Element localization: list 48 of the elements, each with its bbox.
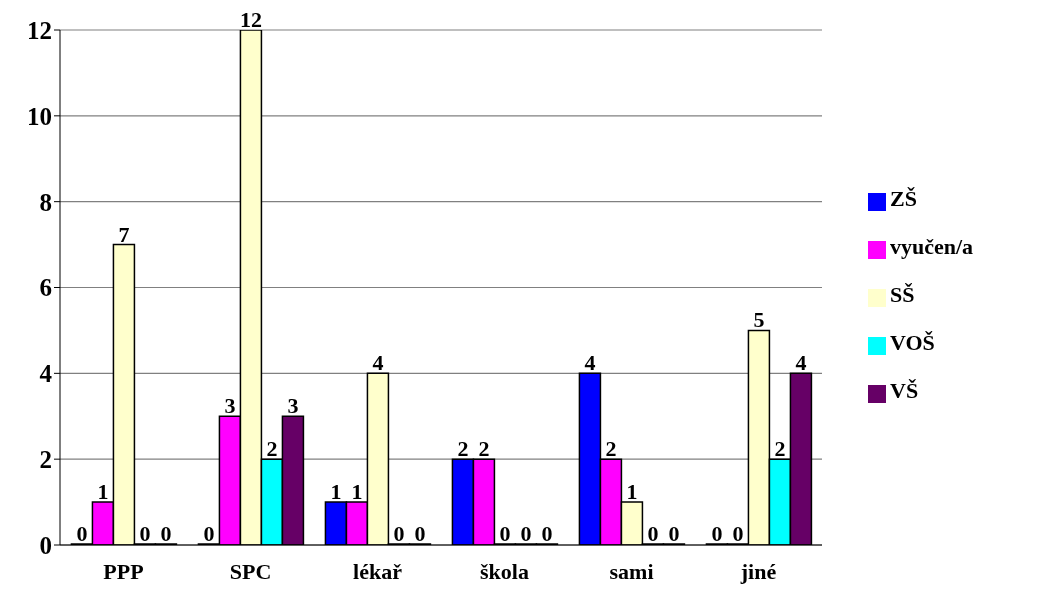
legend-label: ZŠ [890,186,917,211]
y-tick-label: 10 [27,102,52,130]
y-tick-label: 2 [39,446,52,474]
data-label: 3 [224,393,236,419]
data-label: 0 [541,521,553,546]
data-label: 0 [668,521,680,546]
data-label: 2 [605,436,617,462]
x-tick-label: sami [609,558,654,584]
data-label: 1 [351,479,363,505]
data-label: 1 [330,479,342,505]
data-label: 2 [774,436,786,462]
legend-label: vyučen/a [890,234,974,259]
data-label: 2 [478,436,490,462]
data-label: 0 [139,521,151,546]
data-label: 3 [287,393,299,419]
data-label: 0 [393,521,405,546]
data-label: 1 [626,479,638,505]
x-tick-label: jiné [739,558,777,584]
y-tick-label: 6 [39,274,52,302]
data-label: 5 [753,307,765,333]
data-label: 4 [795,350,807,376]
data-label: 7 [118,221,130,247]
data-label: 0 [647,521,659,546]
data-label: 0 [732,521,744,546]
data-label: 2 [457,436,469,462]
x-tick-label: škola [480,558,529,584]
legend-label: VOŠ [890,330,935,355]
data-label: 2 [266,436,278,462]
data-label: 4 [372,350,384,376]
data-label: 12 [239,7,262,32]
y-tick-label: 8 [39,188,52,216]
data-label: 4 [584,350,596,376]
legend-label: SŠ [890,282,915,307]
y-tick-label: 0 [39,531,52,559]
data-label: 0 [711,521,723,546]
x-tick-label: PPP [103,558,144,584]
data-label: 0 [520,521,532,546]
data-label: 0 [203,521,215,546]
data-label: 0 [499,521,511,546]
y-tick-label: 4 [39,360,53,388]
data-label: 0 [160,521,172,546]
data-label: 0 [76,521,88,546]
x-tick-label: SPC [229,558,272,584]
data-label: 1 [97,479,109,505]
legend-label: VŠ [890,378,919,403]
data-label: 0 [414,521,426,546]
x-tick-label: lékař [353,558,403,584]
y-tick-label: 12 [27,16,52,44]
